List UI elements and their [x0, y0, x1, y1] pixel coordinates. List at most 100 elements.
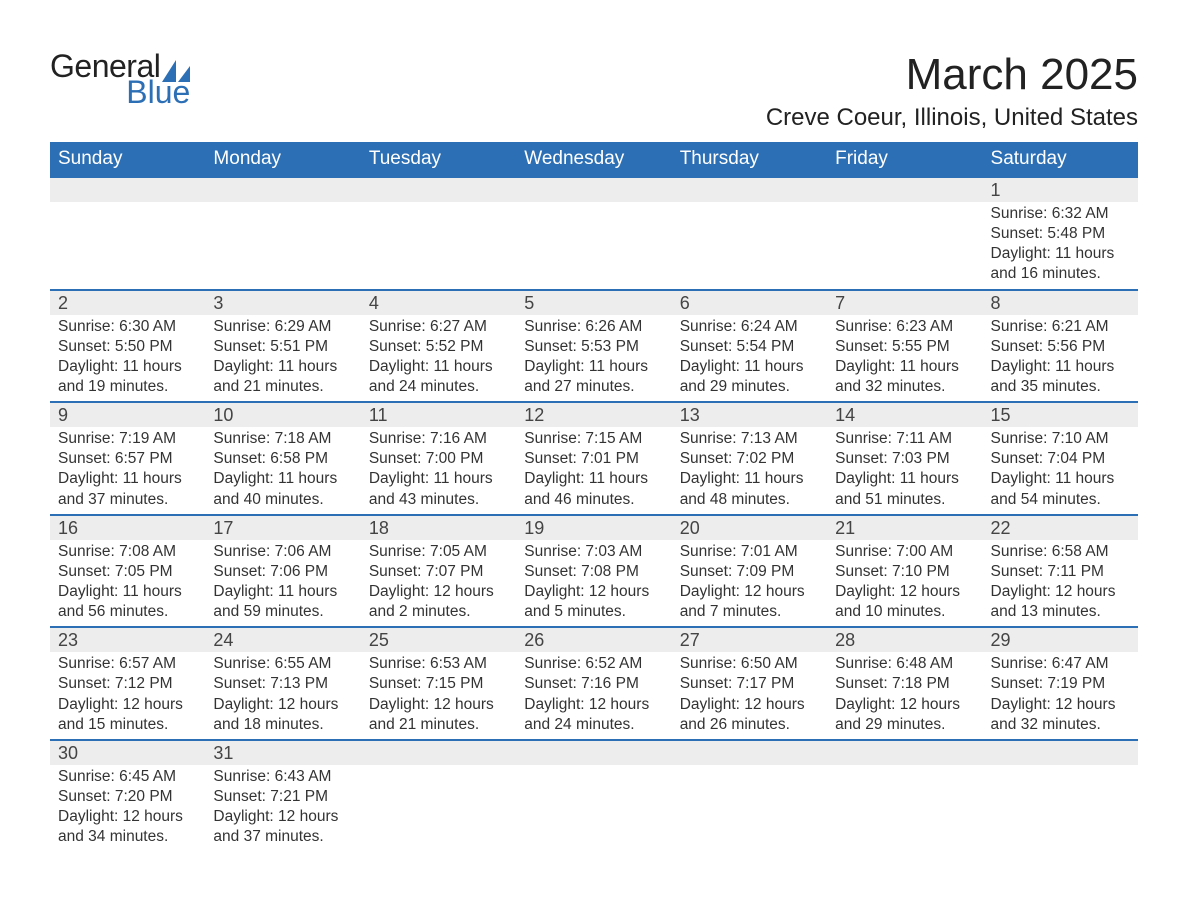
calendar-cell: 5Sunrise: 6:26 AMSunset: 5:53 PMDaylight…: [516, 290, 671, 403]
day-number: 8: [983, 291, 1138, 315]
sunrise: Sunrise: 7:08 AM: [58, 542, 197, 562]
daylight: Daylight: 11 hours and 19 minutes.: [58, 357, 197, 397]
day-details: Sunrise: 6:57 AMSunset: 7:12 PMDaylight:…: [50, 652, 205, 739]
day-number: 6: [672, 291, 827, 315]
daylight: Daylight: 11 hours and 32 minutes.: [835, 357, 974, 397]
day-header-row: Sunday Monday Tuesday Wednesday Thursday…: [50, 142, 1138, 177]
day-number: 28: [827, 628, 982, 652]
calendar-row: 1Sunrise: 6:32 AMSunset: 5:48 PMDaylight…: [50, 177, 1138, 290]
sunset: Sunset: 6:58 PM: [213, 449, 352, 469]
calendar-cell: 26Sunrise: 6:52 AMSunset: 7:16 PMDayligh…: [516, 627, 671, 740]
daylight: Daylight: 12 hours and 37 minutes.: [213, 807, 352, 847]
sunrise: Sunrise: 7:06 AM: [213, 542, 352, 562]
calendar-cell: 23Sunrise: 6:57 AMSunset: 7:12 PMDayligh…: [50, 627, 205, 740]
day-number: 26: [516, 628, 671, 652]
calendar-cell: 24Sunrise: 6:55 AMSunset: 7:13 PMDayligh…: [205, 627, 360, 740]
day-details: Sunrise: 7:19 AMSunset: 6:57 PMDaylight:…: [50, 427, 205, 514]
sunset: Sunset: 7:05 PM: [58, 562, 197, 582]
sunrise: Sunrise: 7:10 AM: [991, 429, 1130, 449]
sunrise: Sunrise: 6:57 AM: [58, 654, 197, 674]
calendar-cell: 19Sunrise: 7:03 AMSunset: 7:08 PMDayligh…: [516, 515, 671, 628]
day-details: Sunrise: 6:45 AMSunset: 7:20 PMDaylight:…: [50, 765, 205, 852]
sunrise: Sunrise: 7:19 AM: [58, 429, 197, 449]
calendar-cell: [50, 177, 205, 290]
day-number: 3: [205, 291, 360, 315]
sunset: Sunset: 7:12 PM: [58, 674, 197, 694]
calendar-row: 30Sunrise: 6:45 AMSunset: 7:20 PMDayligh…: [50, 740, 1138, 852]
sunrise: Sunrise: 6:27 AM: [369, 317, 508, 337]
sunset: Sunset: 5:50 PM: [58, 337, 197, 357]
calendar-cell: 22Sunrise: 6:58 AMSunset: 7:11 PMDayligh…: [983, 515, 1138, 628]
sunrise: Sunrise: 6:58 AM: [991, 542, 1130, 562]
page-title: March 2025: [766, 50, 1138, 100]
day-number: 1: [983, 178, 1138, 202]
day-number: 7: [827, 291, 982, 315]
daylight: Daylight: 11 hours and 37 minutes.: [58, 469, 197, 509]
day-details: Sunrise: 6:53 AMSunset: 7:15 PMDaylight:…: [361, 652, 516, 739]
sunset: Sunset: 7:17 PM: [680, 674, 819, 694]
daylight: Daylight: 12 hours and 34 minutes.: [58, 807, 197, 847]
daylight: Daylight: 12 hours and 21 minutes.: [369, 695, 508, 735]
calendar-cell: 8Sunrise: 6:21 AMSunset: 5:56 PMDaylight…: [983, 290, 1138, 403]
daylight: Daylight: 11 hours and 43 minutes.: [369, 469, 508, 509]
calendar-cell: 29Sunrise: 6:47 AMSunset: 7:19 PMDayligh…: [983, 627, 1138, 740]
sunrise: Sunrise: 7:15 AM: [524, 429, 663, 449]
day-number: 2: [50, 291, 205, 315]
day-details: Sunrise: 7:01 AMSunset: 7:09 PMDaylight:…: [672, 540, 827, 627]
day-details: Sunrise: 7:15 AMSunset: 7:01 PMDaylight:…: [516, 427, 671, 514]
day-details: Sunrise: 6:52 AMSunset: 7:16 PMDaylight:…: [516, 652, 671, 739]
sunrise: Sunrise: 6:52 AM: [524, 654, 663, 674]
daylight: Daylight: 12 hours and 18 minutes.: [213, 695, 352, 735]
day-details: Sunrise: 7:03 AMSunset: 7:08 PMDaylight:…: [516, 540, 671, 627]
day-number: 29: [983, 628, 1138, 652]
daylight: Daylight: 11 hours and 59 minutes.: [213, 582, 352, 622]
day-number: 19: [516, 516, 671, 540]
calendar-cell: 3Sunrise: 6:29 AMSunset: 5:51 PMDaylight…: [205, 290, 360, 403]
day-number: 20: [672, 516, 827, 540]
daylight: Daylight: 11 hours and 56 minutes.: [58, 582, 197, 622]
day-details: Sunrise: 6:55 AMSunset: 7:13 PMDaylight:…: [205, 652, 360, 739]
sunset: Sunset: 7:07 PM: [369, 562, 508, 582]
day-number: [205, 178, 360, 202]
sunset: Sunset: 5:55 PM: [835, 337, 974, 357]
day-details: Sunrise: 7:13 AMSunset: 7:02 PMDaylight:…: [672, 427, 827, 514]
calendar-cell: 30Sunrise: 6:45 AMSunset: 7:20 PMDayligh…: [50, 740, 205, 852]
sunset: Sunset: 5:51 PM: [213, 337, 352, 357]
sunrise: Sunrise: 7:00 AM: [835, 542, 974, 562]
sunset: Sunset: 5:56 PM: [991, 337, 1130, 357]
sunrise: Sunrise: 6:30 AM: [58, 317, 197, 337]
day-number: [827, 741, 982, 765]
sunrise: Sunrise: 7:11 AM: [835, 429, 974, 449]
calendar-cell: 1Sunrise: 6:32 AMSunset: 5:48 PMDaylight…: [983, 177, 1138, 290]
daylight: Daylight: 11 hours and 27 minutes.: [524, 357, 663, 397]
sunrise: Sunrise: 6:24 AM: [680, 317, 819, 337]
sunrise: Sunrise: 6:45 AM: [58, 767, 197, 787]
calendar-cell: 2Sunrise: 6:30 AMSunset: 5:50 PMDaylight…: [50, 290, 205, 403]
calendar-cell: [361, 740, 516, 852]
day-number: [827, 178, 982, 202]
day-details: Sunrise: 6:24 AMSunset: 5:54 PMDaylight:…: [672, 315, 827, 402]
day-number: [50, 178, 205, 202]
sunrise: Sunrise: 6:47 AM: [991, 654, 1130, 674]
sunset: Sunset: 7:00 PM: [369, 449, 508, 469]
sunset: Sunset: 7:21 PM: [213, 787, 352, 807]
sunrise: Sunrise: 6:32 AM: [991, 204, 1130, 224]
sunrise: Sunrise: 6:21 AM: [991, 317, 1130, 337]
day-number: 4: [361, 291, 516, 315]
day-number: 30: [50, 741, 205, 765]
sunrise: Sunrise: 7:05 AM: [369, 542, 508, 562]
day-number: [516, 178, 671, 202]
sunset: Sunset: 7:08 PM: [524, 562, 663, 582]
sunset: Sunset: 7:20 PM: [58, 787, 197, 807]
day-number: 24: [205, 628, 360, 652]
day-details: Sunrise: 7:06 AMSunset: 7:06 PMDaylight:…: [205, 540, 360, 627]
day-details: Sunrise: 7:18 AMSunset: 6:58 PMDaylight:…: [205, 427, 360, 514]
sunrise: Sunrise: 6:29 AM: [213, 317, 352, 337]
calendar-cell: [672, 740, 827, 852]
calendar-cell: 31Sunrise: 6:43 AMSunset: 7:21 PMDayligh…: [205, 740, 360, 852]
sunset: Sunset: 7:18 PM: [835, 674, 974, 694]
day-number: 31: [205, 741, 360, 765]
daylight: Daylight: 11 hours and 21 minutes.: [213, 357, 352, 397]
sunset: Sunset: 5:48 PM: [991, 224, 1130, 244]
daylight: Daylight: 12 hours and 5 minutes.: [524, 582, 663, 622]
